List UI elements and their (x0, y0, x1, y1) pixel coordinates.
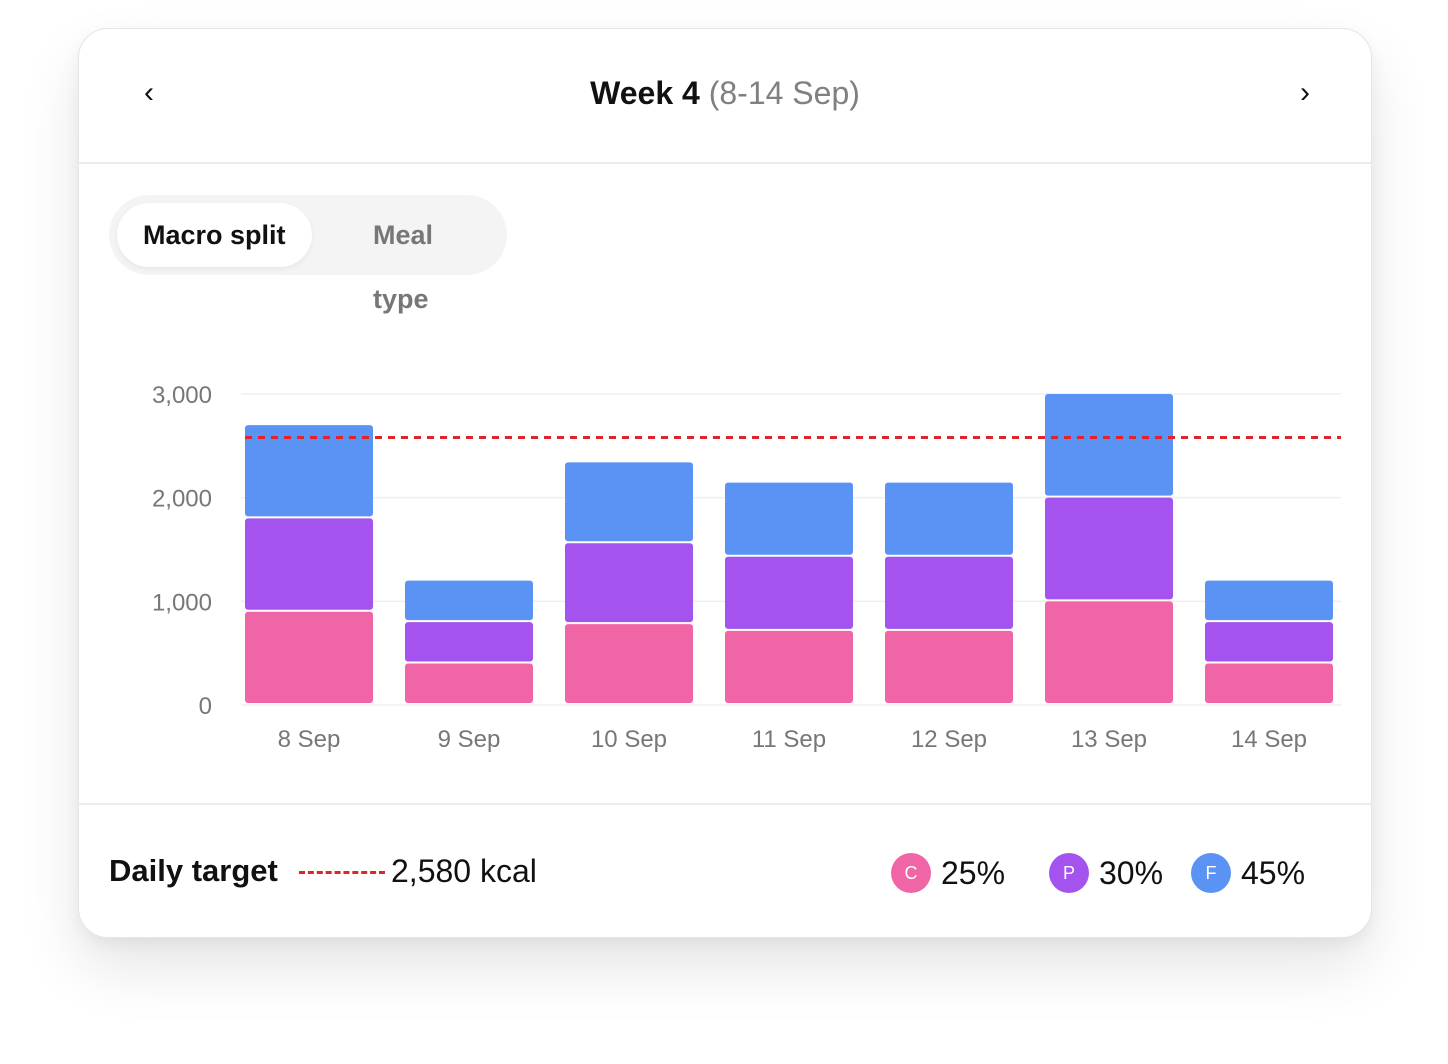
bar-segment-c (885, 630, 1013, 703)
y-tick-label: 2,000 (152, 486, 212, 513)
carbs-badge: C (891, 853, 931, 893)
x-tick-label: 8 Sep (278, 726, 341, 753)
fat-pct: 45% (1241, 854, 1306, 891)
prev-week-button[interactable]: ‹ (129, 73, 169, 113)
bar-segment-f (1045, 394, 1173, 496)
x-tick-label: 13 Sep (1071, 726, 1147, 753)
legend-fat: F 45% (1191, 853, 1305, 893)
tab-meal-type[interactable]: Meal type (373, 220, 434, 314)
x-tick-label: 10 Sep (591, 726, 667, 753)
x-tick-label: 12 Sep (911, 726, 987, 753)
legend-protein: P 30% (1049, 853, 1163, 893)
next-week-button[interactable]: › (1285, 73, 1325, 113)
stacked-bar-chart: 0 1,000 2,000 3,000 8 Sep 9 Sep 10 Sep 11 Sep 12… (152, 382, 1341, 753)
week-title: Week 4 (8-14 Sep) (79, 75, 1371, 112)
bar-segment-f (1205, 580, 1333, 621)
bar-segment-f (565, 462, 693, 542)
bar-segment-p (565, 543, 693, 623)
daily-target-label: Daily target (109, 853, 278, 888)
bar-segment-p (885, 556, 1013, 629)
weekly-calories-card: ‹ Week 4 (8-14 Sep) › Macro split Meal t… (78, 28, 1372, 938)
bar-segment-f (885, 482, 1013, 555)
bar-segment-c (565, 624, 693, 703)
bar-segment-c (405, 663, 533, 703)
chevron-left-icon: ‹ (144, 76, 154, 109)
bar-segment-p (725, 556, 853, 629)
x-tick-label: 9 Sep (438, 726, 501, 753)
chart-footer: Daily target 2,580 kcal C 25% P 30% F 45% (79, 803, 1371, 937)
daily-target-value: 2,580 kcal (391, 853, 537, 889)
legend-carbs: C 25% (891, 853, 1005, 893)
bar-segment-p (1045, 497, 1173, 600)
bar-segment-f (725, 482, 853, 555)
bar-segment-c (725, 630, 853, 703)
protein-badge: P (1049, 853, 1089, 893)
week-range: (8-14 Sep) (708, 75, 860, 111)
tab-macro-split[interactable]: Macro split (117, 203, 312, 267)
bar-segment-p (245, 518, 373, 610)
week-label: Week 4 (590, 75, 700, 111)
bar-segment-c (1045, 601, 1173, 703)
protein-pct: 30% (1099, 854, 1164, 891)
x-tick-label: 11 Sep (752, 726, 826, 753)
view-toggle: Macro split Meal type (109, 195, 507, 314)
y-tick-label: 1,000 (152, 589, 212, 616)
bar-segment-f (245, 425, 373, 517)
bar-segment-c (1205, 663, 1333, 703)
bar-segment-f (405, 580, 533, 621)
fat-badge: F (1191, 853, 1231, 893)
x-tick-label: 14 Sep (1231, 726, 1307, 753)
y-tick-label: 0 (199, 693, 212, 720)
chevron-right-icon: › (1300, 76, 1310, 109)
y-tick-label: 3,000 (152, 382, 212, 409)
bar-segment-c (245, 611, 373, 703)
bar-segment-p (405, 622, 533, 662)
week-header: ‹ Week 4 (8-14 Sep) › (79, 29, 1371, 164)
bar-segment-p (1205, 622, 1333, 662)
carbs-pct: 25% (941, 854, 1006, 891)
target-line-swatch (299, 871, 385, 874)
